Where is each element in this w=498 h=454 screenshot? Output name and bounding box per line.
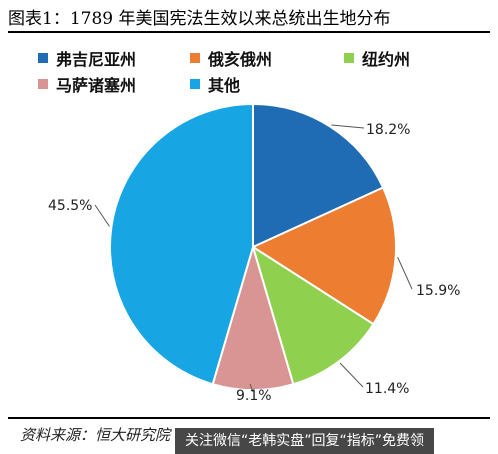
pie-slice-massachusetts (211, 243, 295, 391)
data-label-virginia: 18.2% (366, 122, 410, 138)
pie-slice-ohio (250, 186, 397, 326)
chart-title: 图表1：1789 年美国宪法生效以来总统出生地分布 (8, 9, 391, 29)
pie-slice-other (109, 102, 254, 386)
legend-item-ohio: 俄亥俄州 (190, 46, 272, 70)
legend-swatch-new-york (344, 53, 354, 63)
legend-label-massachusetts: 马萨诸塞州 (56, 76, 137, 95)
data-label-other: 45.5% (48, 198, 92, 214)
leader-line-other (94, 204, 110, 227)
legend-item-new-york: 纽约州 (344, 46, 410, 70)
legend-swatch-massachusetts (38, 79, 48, 89)
leader-line-massachusetts (249, 383, 254, 393)
legend-label-new-york: 纽约州 (362, 50, 411, 69)
legend-item-other: 其他 (190, 72, 240, 96)
legend-label-other: 其他 (208, 76, 241, 95)
data-label-massachusetts: 9.1% (236, 388, 272, 404)
leader-line-new-york (339, 362, 364, 388)
data-label-ohio: 15.9% (416, 283, 460, 299)
pie-slice-new-york (251, 244, 375, 386)
source-note: 资料来源：恒大研究院 (20, 426, 171, 444)
legend-label-ohio: 俄亥俄州 (208, 50, 273, 69)
leader-line-virginia (331, 124, 365, 129)
legend-swatch-other (190, 79, 200, 89)
pie-slice-virginia (252, 102, 385, 249)
legend-swatch-ohio (190, 53, 200, 63)
watermark-banner: 关注微信“老韩实盘”回复“指标”免费领 (175, 428, 435, 454)
legend-label-virginia: 弗吉尼亚州 (56, 50, 137, 69)
top-rule (8, 31, 490, 33)
bottom-rule (8, 417, 490, 419)
legend-item-virginia: 弗吉尼亚州 (38, 46, 136, 70)
data-label-new-york: 11.4% (365, 381, 409, 397)
leader-line-ohio (397, 257, 413, 290)
legend-item-massachusetts: 马萨诸塞州 (38, 72, 136, 96)
legend-swatch-virginia (38, 53, 48, 63)
